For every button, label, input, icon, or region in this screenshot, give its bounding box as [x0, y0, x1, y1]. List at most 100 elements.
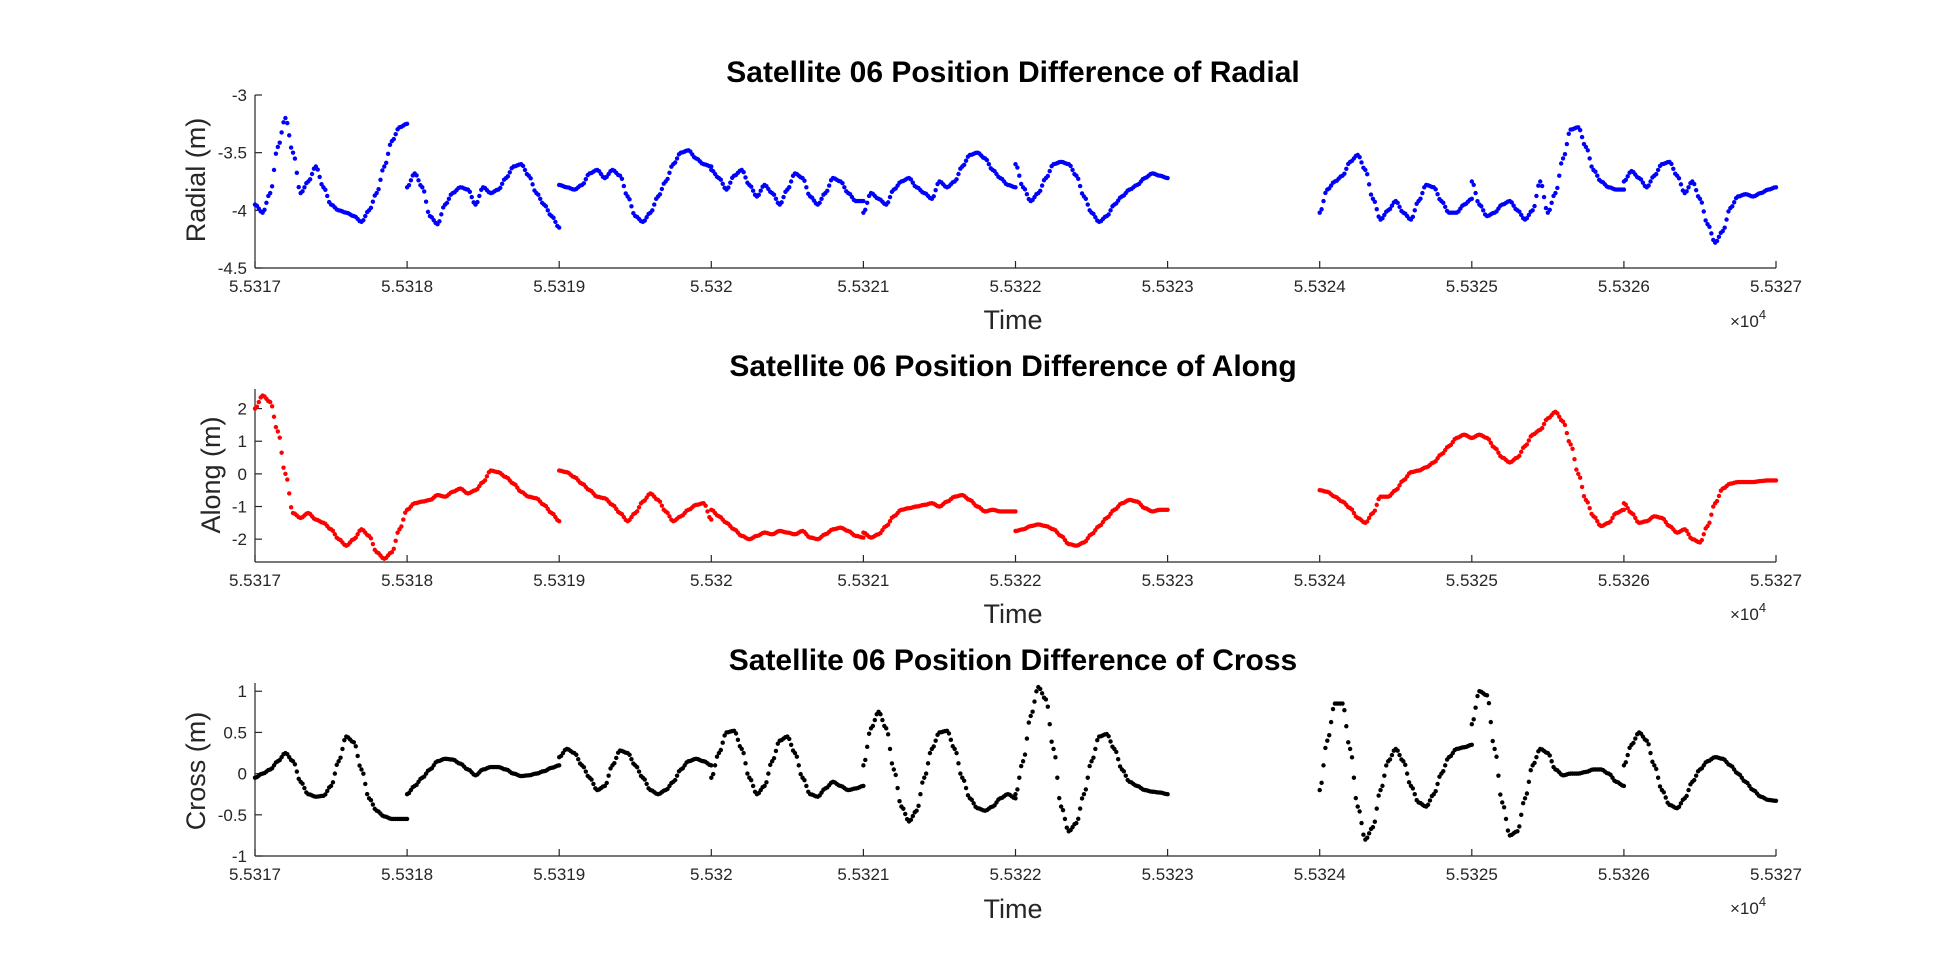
- data-point: [273, 151, 279, 156]
- data-point: [1387, 206, 1393, 212]
- data-point: [1473, 705, 1478, 710]
- data-point: [1558, 161, 1564, 166]
- x-tick-label: 5.5318: [381, 277, 433, 296]
- data-point: [665, 510, 670, 516]
- data-point: [1709, 512, 1714, 517]
- data-point: [368, 205, 374, 210]
- data-point: [1701, 209, 1706, 214]
- data-point: [971, 801, 976, 806]
- data-point: [1693, 187, 1699, 193]
- data-point: [1317, 787, 1322, 793]
- data-point: [948, 737, 954, 743]
- data-point: [1404, 771, 1410, 776]
- data-point: [1015, 165, 1020, 170]
- data-point: [285, 120, 290, 126]
- data-point: [1013, 796, 1018, 801]
- x-tick-label: 5.5324: [1294, 571, 1346, 590]
- data-point: [720, 181, 725, 187]
- data-point: [1045, 173, 1051, 179]
- data-point: [1539, 425, 1545, 431]
- x-tick-label: 5.5317: [229, 865, 281, 884]
- data-point: [1579, 134, 1585, 140]
- data-point: [254, 404, 260, 409]
- data-point: [323, 792, 328, 797]
- data-point: [1648, 179, 1653, 184]
- data-point: [1547, 753, 1552, 758]
- data-point: [1522, 796, 1528, 801]
- data-point: [1049, 739, 1054, 744]
- data-point: [1631, 512, 1636, 517]
- data-point: [1610, 515, 1615, 521]
- data-point: [927, 750, 933, 756]
- data-point: [963, 158, 969, 163]
- data-point: [804, 783, 809, 789]
- data-point: [1481, 208, 1486, 213]
- data-point: [1652, 763, 1657, 768]
- x-tick-label: 5.5326: [1598, 277, 1650, 296]
- data-point: [750, 783, 756, 789]
- data-point: [1526, 438, 1532, 443]
- data-point: [619, 176, 625, 181]
- data-point: [359, 767, 364, 772]
- data-point: [1519, 812, 1524, 818]
- data-point: [406, 183, 412, 188]
- data-point: [1013, 162, 1018, 167]
- data-point: [1380, 216, 1385, 221]
- data-point: [393, 538, 398, 543]
- data-point: [1593, 169, 1598, 174]
- data-point: [1093, 746, 1098, 752]
- data-point: [1488, 719, 1494, 725]
- data-point: [749, 184, 754, 189]
- data-point: [798, 771, 803, 777]
- data-point: [1492, 746, 1497, 752]
- data-point: [1017, 775, 1022, 780]
- data-point: [893, 772, 898, 778]
- data-point: [612, 761, 617, 766]
- data-point: [652, 202, 657, 207]
- data-point: [408, 178, 414, 183]
- data-point: [1593, 515, 1598, 520]
- data-point: [1053, 755, 1058, 760]
- data-point: [1471, 717, 1476, 722]
- data-point: [1349, 755, 1355, 760]
- data-point: [1716, 234, 1722, 240]
- data-point: [771, 192, 777, 197]
- data-point: [861, 763, 866, 768]
- data-point: [391, 136, 396, 142]
- data-point: [498, 185, 503, 191]
- data-point: [1773, 185, 1779, 190]
- data-point: [804, 185, 809, 190]
- data-point: [826, 183, 832, 188]
- data-point: [634, 509, 640, 514]
- data-point: [507, 170, 512, 175]
- data-point: [370, 541, 376, 547]
- data-point: [861, 535, 866, 540]
- data-point: [1068, 163, 1073, 169]
- data-point: [819, 196, 824, 201]
- data-point: [302, 185, 307, 190]
- x-tick-label: 5.5317: [229, 277, 281, 296]
- data-point: [404, 816, 410, 822]
- subplot-cross: Satellite 06 Position Difference of Cros…: [181, 644, 1802, 924]
- data-point: [353, 744, 358, 749]
- data-point: [665, 176, 670, 182]
- data-point: [1524, 442, 1530, 447]
- data-point: [842, 185, 847, 190]
- axes-along: 5.5317 5.5318 5.5319 5.532 5.5321 5.5322 5.532…: [229, 389, 1802, 590]
- data-point: [1013, 792, 1018, 797]
- data-point: [1638, 177, 1644, 182]
- data-point: [956, 761, 961, 766]
- data-point: [642, 777, 647, 782]
- data-point: [1494, 446, 1499, 452]
- data-point: [1555, 411, 1560, 416]
- data-point: [1427, 798, 1433, 803]
- x-tick-label: 5.5319: [533, 277, 585, 296]
- data-point: [1330, 706, 1336, 712]
- x-tick-label: 5.532: [690, 277, 733, 296]
- x-tick-label: 5.5327: [1750, 571, 1802, 590]
- data-point: [1524, 791, 1530, 796]
- data-point: [1581, 493, 1587, 499]
- data-point: [363, 781, 368, 787]
- data-point: [499, 181, 505, 187]
